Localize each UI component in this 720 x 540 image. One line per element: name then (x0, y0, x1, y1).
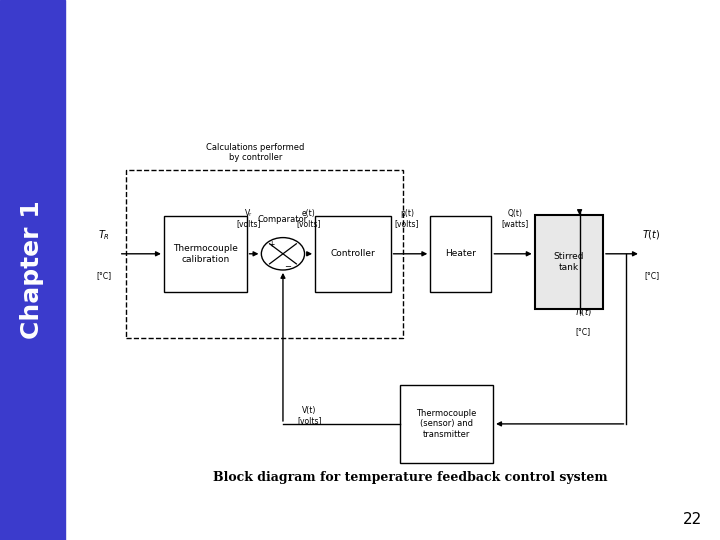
Text: e(t)
[volts]: e(t) [volts] (296, 209, 320, 228)
Text: Heater: Heater (446, 249, 476, 258)
Text: [°C]: [°C] (644, 271, 660, 280)
Text: Controller: Controller (330, 249, 375, 258)
Text: Vᵣ
[volts]: Vᵣ [volts] (236, 209, 261, 228)
Text: Comparator: Comparator (258, 215, 308, 224)
Text: −: − (284, 262, 291, 271)
Text: $T_R$: $T_R$ (99, 228, 110, 242)
Circle shape (261, 238, 305, 270)
Bar (431, 216, 492, 292)
Bar (315, 216, 391, 292)
Text: [°C]: [°C] (575, 328, 591, 336)
Text: p(t)
[volts]: p(t) [volts] (395, 209, 419, 228)
Text: Block diagram for temperature feedback control system: Block diagram for temperature feedback c… (213, 471, 608, 484)
Text: +: + (268, 240, 274, 248)
Text: Q(t)
[watts]: Q(t) [watts] (501, 209, 528, 228)
Text: Stirred
tank: Stirred tank (554, 252, 584, 272)
Text: 22: 22 (683, 511, 702, 526)
Text: Thermocouple
(sensor) and
transmitter: Thermocouple (sensor) and transmitter (416, 409, 477, 439)
Bar (0, 0, 65, 540)
Text: Chapter 1: Chapter 1 (20, 201, 45, 339)
Bar (534, 214, 603, 309)
Text: V(t)
[volts]: V(t) [volts] (297, 406, 322, 426)
Text: Calculations performed
by controller: Calculations performed by controller (207, 143, 305, 162)
Bar (126, 170, 403, 338)
Bar (400, 384, 493, 463)
Text: Thermocouple
calibration: Thermocouple calibration (173, 244, 238, 264)
Text: [°C]: [°C] (96, 271, 112, 280)
Text: $T(t)$: $T(t)$ (642, 228, 661, 241)
Text: $T_i(t)$: $T_i(t)$ (574, 307, 593, 320)
Bar (163, 216, 246, 292)
